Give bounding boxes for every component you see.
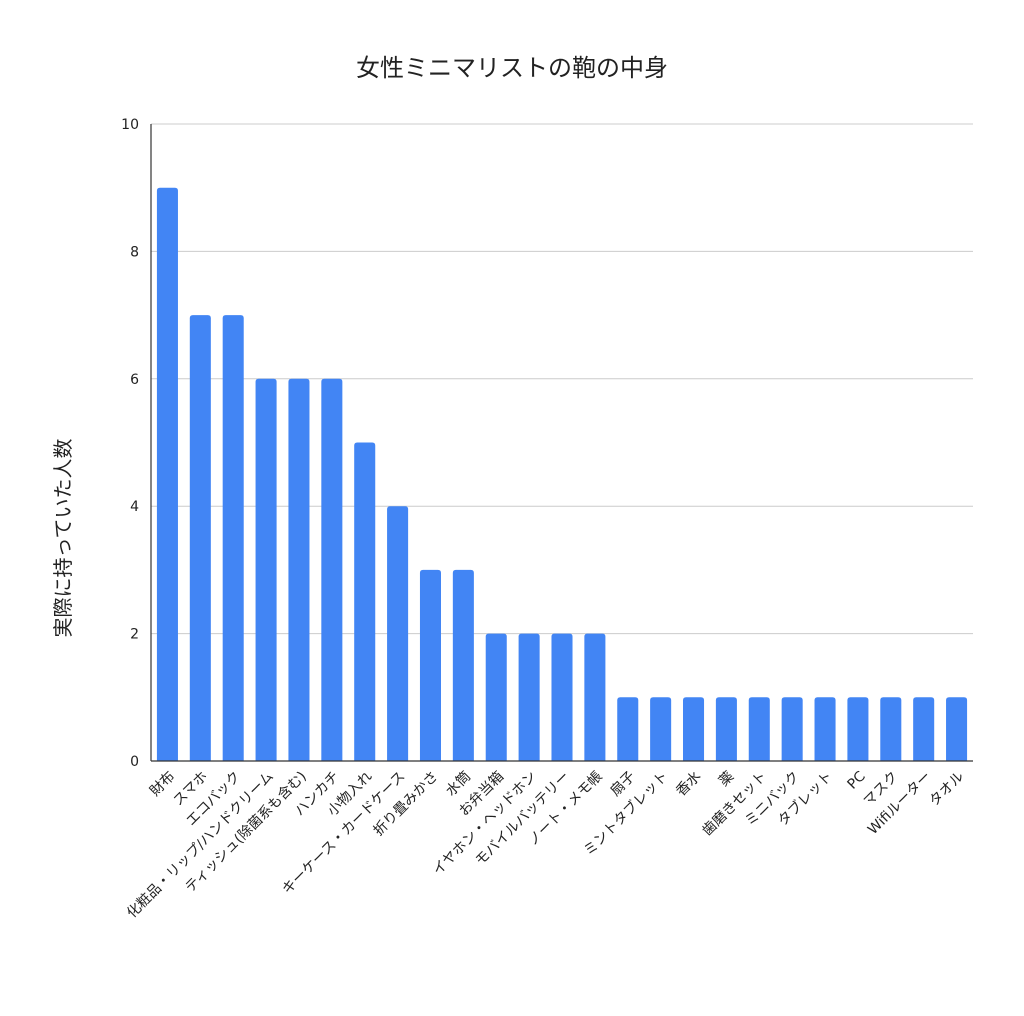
bar	[551, 633, 573, 761]
bar	[682, 697, 705, 761]
gridlines	[151, 123, 973, 635]
bar	[781, 697, 803, 761]
bar	[156, 187, 178, 761]
bar	[913, 697, 935, 761]
bar	[288, 378, 310, 761]
y-tick-label: 10	[121, 117, 139, 133]
x-tick-label: 化粧品・リップ/ハンドクリーム	[124, 769, 277, 922]
bar	[880, 697, 902, 761]
bar	[518, 633, 540, 761]
bar	[946, 697, 968, 761]
bar	[748, 697, 770, 761]
y-tick-label: 4	[130, 499, 139, 515]
bar	[387, 506, 409, 761]
y-tick-label: 8	[130, 244, 139, 260]
x-tick-label: タオル	[926, 769, 967, 810]
bar	[354, 442, 376, 761]
chart-title: 女性ミニマリストの鞄の中身	[356, 54, 668, 82]
bar	[715, 697, 737, 761]
bars	[156, 187, 968, 761]
bar	[847, 697, 869, 761]
bar	[321, 378, 343, 761]
bar	[419, 569, 442, 761]
bar	[617, 697, 639, 761]
y-tick-label: 0	[130, 754, 139, 770]
bar	[814, 697, 836, 761]
bar	[650, 697, 672, 761]
bar	[222, 315, 244, 761]
y-axis-title: 実際に持っていた人数	[51, 439, 75, 638]
y-axis-ticks: 0 2 4 6 8 10	[121, 117, 139, 770]
y-tick-label: 6	[130, 372, 139, 388]
bar	[584, 633, 606, 761]
bar	[485, 633, 507, 761]
y-tick-label: 2	[130, 627, 139, 643]
x-tick-label: 薬	[716, 769, 737, 790]
bar	[255, 378, 277, 761]
bar	[189, 315, 211, 761]
x-tick-label: 香水	[673, 769, 704, 800]
bar	[452, 569, 474, 761]
axes	[150, 124, 973, 762]
x-axis-labels: 財布スマホエコバック化粧品・リップ/ハンドクリームティッシュ(除菌系も含む)ハン…	[124, 768, 967, 922]
x-tick-label: PC	[845, 768, 869, 792]
